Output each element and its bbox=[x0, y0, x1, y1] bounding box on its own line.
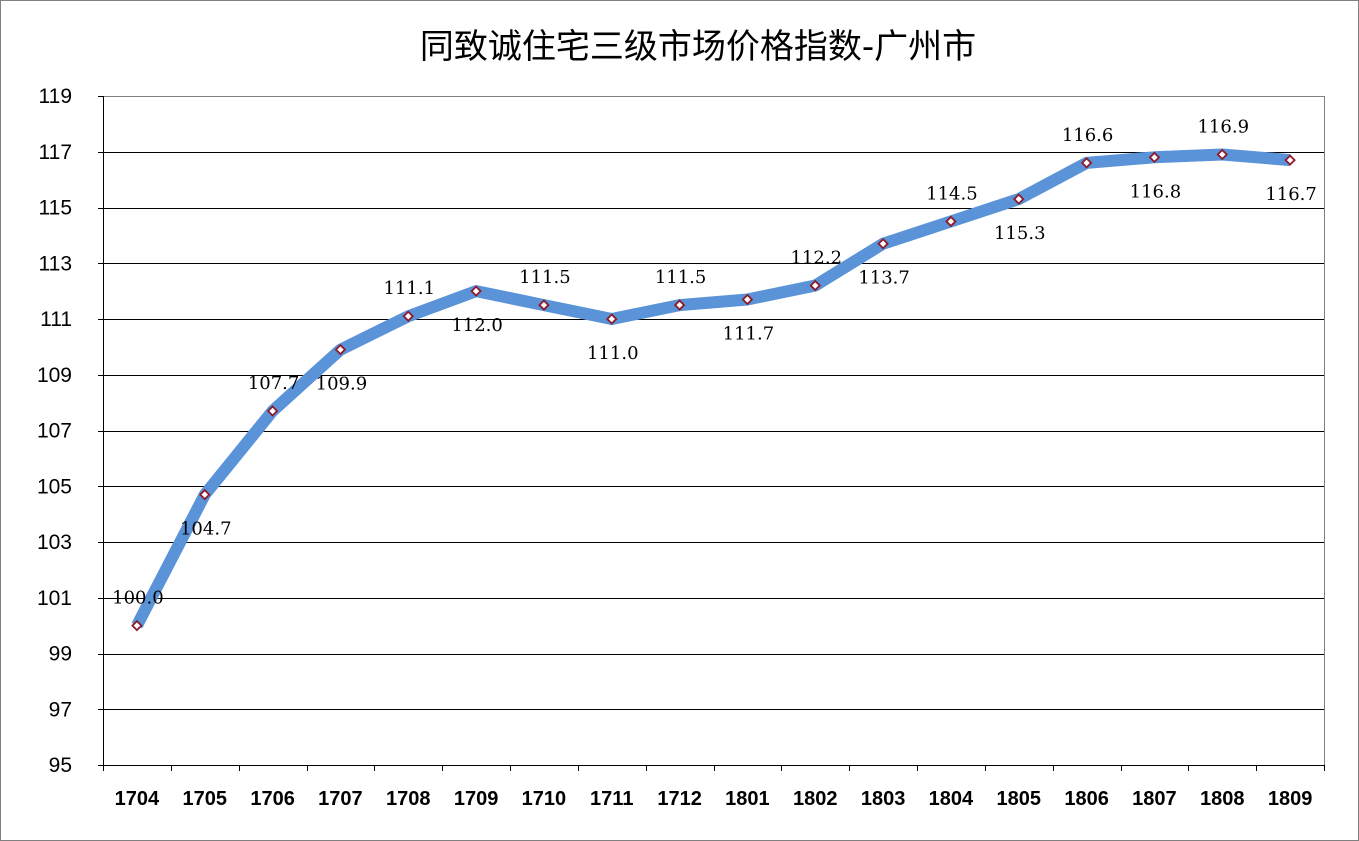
x-axis-ticks: 1704 1705 1706 1707 1708 1709 1710 1711 1712 1801… bbox=[115, 788, 1313, 810]
data-point-marker bbox=[809, 279, 822, 292]
data-point-marker bbox=[945, 215, 957, 228]
data-label: 116.8 bbox=[1130, 181, 1182, 202]
x-tick-label: 1712 bbox=[657, 788, 702, 810]
x-tick-label: 1705 bbox=[183, 788, 228, 810]
data-point-marker bbox=[131, 619, 143, 632]
data-markers bbox=[131, 148, 1296, 632]
y-tick-label: 97 bbox=[49, 698, 72, 721]
y-tick-label: 99 bbox=[49, 643, 72, 666]
data-label: 107.7 bbox=[248, 373, 300, 394]
y-tick-label: 109 bbox=[37, 364, 72, 387]
y-tick-label: 103 bbox=[37, 531, 72, 554]
series-line bbox=[131, 148, 1291, 629]
data-point-marker bbox=[334, 343, 347, 356]
x-tick-label: 1805 bbox=[997, 788, 1042, 810]
data-label: 112.2 bbox=[790, 248, 842, 269]
data-point-marker bbox=[198, 488, 211, 501]
x-tick-label: 1807 bbox=[1132, 788, 1177, 810]
data-point-marker bbox=[673, 299, 686, 311]
data-point-marker bbox=[1080, 157, 1093, 169]
data-point-marker bbox=[877, 237, 889, 250]
x-tick-label: 1808 bbox=[1200, 788, 1245, 810]
y-tick-label: 101 bbox=[37, 587, 72, 610]
x-tick-label: 1709 bbox=[454, 788, 499, 810]
x-tick-label: 1711 bbox=[590, 788, 633, 810]
y-tick-label: 107 bbox=[37, 420, 72, 443]
data-label: 113.7 bbox=[858, 268, 910, 289]
data-label: 111.5 bbox=[655, 267, 707, 288]
data-label: 111.0 bbox=[587, 343, 639, 364]
y-tick-label: 111 bbox=[40, 308, 72, 331]
x-tick-label: 1708 bbox=[386, 788, 431, 810]
data-point-marker bbox=[1284, 154, 1296, 166]
data-label: 116.9 bbox=[1197, 117, 1249, 138]
data-label: 109.9 bbox=[316, 374, 368, 395]
data-label: 115.3 bbox=[994, 223, 1046, 244]
x-tick-label: 1803 bbox=[861, 788, 906, 810]
data-point-marker bbox=[1012, 193, 1025, 205]
data-label: 116.6 bbox=[1062, 125, 1114, 146]
x-tick-label: 1801 bbox=[725, 788, 770, 810]
data-label: 114.5 bbox=[926, 183, 978, 204]
x-tick-label: 1707 bbox=[318, 788, 363, 810]
data-point-marker bbox=[605, 313, 618, 325]
x-tick-label: 1809 bbox=[1268, 788, 1313, 810]
data-label: 111.7 bbox=[723, 323, 775, 344]
x-tick-label: 1804 bbox=[929, 788, 974, 810]
data-label: 111.5 bbox=[519, 267, 571, 288]
data-label: 104.7 bbox=[180, 519, 232, 540]
y-tick-label: 113 bbox=[39, 252, 72, 275]
data-point-marker bbox=[266, 405, 279, 417]
data-label: 112.0 bbox=[451, 315, 503, 336]
x-tick-label: 1704 bbox=[115, 788, 160, 810]
x-tick-label: 1802 bbox=[793, 788, 838, 810]
data-label: 100.0 bbox=[112, 588, 164, 609]
y-tick-label: 115 bbox=[39, 197, 72, 220]
x-tick-label: 1806 bbox=[1064, 788, 1109, 810]
axes bbox=[98, 96, 1325, 771]
y-tick-label: 119 bbox=[39, 85, 72, 108]
series-line-path bbox=[131, 148, 1291, 629]
x-tick-label: 1706 bbox=[250, 788, 295, 810]
y-axis-ticks: 95 97 99 101 103 105 107 109 111 113 115 117 119 bbox=[37, 85, 72, 777]
chart-title: 同致诚住宅三级市场价格指数-广州市 bbox=[420, 27, 976, 67]
data-label: 116.7 bbox=[1265, 184, 1317, 205]
data-point-marker bbox=[741, 293, 754, 306]
data-labels: 100.0 104.7 107.7 109.9 111.1 112.0 111.5 111.0… bbox=[112, 117, 1317, 609]
data-point-marker bbox=[538, 299, 550, 311]
y-tick-label: 105 bbox=[37, 475, 72, 498]
data-point-marker bbox=[402, 310, 415, 322]
data-point-marker bbox=[1148, 151, 1161, 164]
data-label: 111.1 bbox=[383, 278, 435, 299]
data-point-marker bbox=[1216, 148, 1229, 161]
y-tick-label: 117 bbox=[39, 141, 72, 164]
x-tick-label: 1710 bbox=[522, 788, 567, 810]
data-point-marker bbox=[470, 285, 482, 297]
y-tick-label: 95 bbox=[49, 754, 72, 777]
